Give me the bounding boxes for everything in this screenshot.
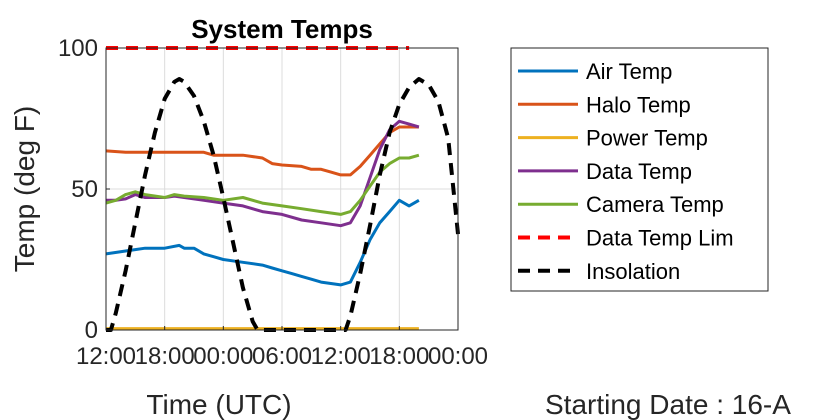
y-tick-label: 0	[85, 317, 98, 344]
x-tick-label: 18:00	[369, 343, 429, 370]
y-axis-label: Temp (deg F)	[9, 106, 40, 273]
legend-label: Air Temp	[586, 59, 672, 84]
x-tick-label: 18:00	[135, 343, 195, 370]
x-tick-label: 12:00	[311, 343, 371, 370]
insolation-line	[106, 77, 460, 332]
x-axis-label: Time (UTC)	[146, 389, 291, 420]
legend-label: Data Temp Lim	[586, 226, 734, 251]
legend-label: Data Temp	[586, 159, 692, 184]
starting-date-footnote: Starting Date : 16-A	[545, 389, 791, 420]
data-temp-line	[106, 119, 420, 228]
legend-label: Power Temp	[586, 126, 708, 151]
legend-label: Insolation	[586, 259, 680, 284]
air-temp-line	[105, 198, 420, 287]
y-tick-label: 100	[58, 35, 98, 62]
legend-label: Camera Temp	[586, 192, 724, 217]
legend: Air Temp Halo Temp Power Temp Data Temp Came…	[510, 47, 769, 292]
x-tick-label: 06:00	[252, 343, 312, 370]
x-tick-label: 00:00	[428, 343, 488, 370]
x-tick-label: 12:00	[76, 343, 136, 370]
x-tick-label: 00:00	[193, 343, 253, 370]
tick-layer: 12:0018:0000:0006:0012:0018:0000:0005010…	[58, 35, 488, 370]
chart-title: System Temps	[191, 14, 373, 44]
series-layer	[105, 46, 460, 332]
y-tick-label: 50	[71, 176, 98, 203]
legend-label: Halo Temp	[586, 92, 691, 117]
halo-temp-line	[105, 125, 419, 177]
